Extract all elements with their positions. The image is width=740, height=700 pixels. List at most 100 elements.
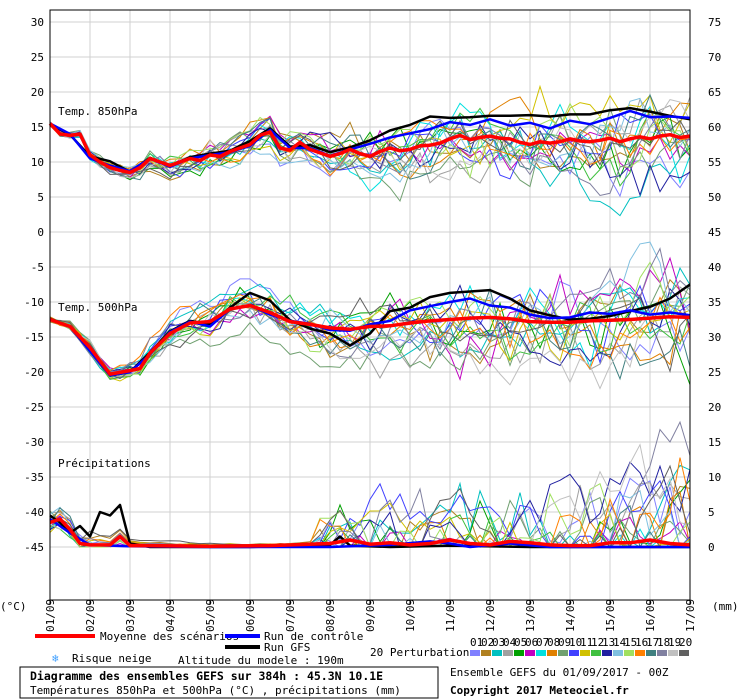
perturbation-number: 07 xyxy=(536,636,549,649)
perturbation-swatch xyxy=(525,650,535,656)
left-tick-label: -10 xyxy=(24,296,44,309)
perturbation-swatch xyxy=(591,650,601,656)
legend-control-label: Run de contrôle xyxy=(264,630,363,643)
perturbation-number: 01 xyxy=(470,636,483,649)
right-tick-label: 65 xyxy=(708,86,721,99)
x-tick-label: 05/09 xyxy=(204,599,217,632)
right-tick-label: 30 xyxy=(708,331,721,344)
perturbation-swatch xyxy=(613,650,623,656)
t850-perturbation-18 xyxy=(49,110,691,197)
right-tick-label: 35 xyxy=(708,296,721,309)
left-tick-label: -20 xyxy=(24,366,44,379)
perturbation-swatches xyxy=(470,650,689,656)
t500-perturbation-18 xyxy=(49,247,691,373)
legend-perturbations-label: 20 Perturbations xyxy=(370,646,476,659)
panel-label-precip: Précipitations xyxy=(58,457,151,470)
right-tick-label: 5 xyxy=(708,506,715,519)
x-tick-label: 13/09 xyxy=(524,599,537,632)
x-tick-label: 17/09 xyxy=(684,599,697,632)
panel-label-t500: Temp. 500hPa xyxy=(58,301,137,314)
perturbation-number: 13 xyxy=(602,636,615,649)
x-tick-label: 14/09 xyxy=(564,599,577,632)
left-tick-label: 25 xyxy=(31,51,44,64)
perturbation-number: 06 xyxy=(525,636,538,649)
footer-subtitle: Températures 850hPa et 500hPa (°C) , pré… xyxy=(30,684,401,697)
perturbation-swatch xyxy=(514,650,524,656)
right-tick-label: 40 xyxy=(708,261,721,274)
right-tick-label: 15 xyxy=(708,436,721,449)
perturbation-number: 11 xyxy=(580,636,593,649)
t500-perturbation-16 xyxy=(49,294,691,372)
perturbation-swatch xyxy=(569,650,579,656)
left-tick-label: -15 xyxy=(24,331,44,344)
x-tick-label: 07/09 xyxy=(284,599,297,632)
t500-mean-line xyxy=(49,303,691,376)
perturbation-number: 18 xyxy=(657,636,670,649)
perturbation-swatch xyxy=(547,650,557,656)
panel-label-t850: Temp. 850hPa xyxy=(58,105,137,118)
perturbation-swatch xyxy=(624,650,634,656)
left-unit-label: (°C) xyxy=(0,600,27,613)
x-tick-label: 06/09 xyxy=(244,599,257,632)
right-tick-label: 25 xyxy=(708,366,721,379)
perturbation-number: 15 xyxy=(624,636,637,649)
perturbation-swatch xyxy=(580,650,590,656)
footer-copyright: Copyright 2017 Meteociel.fr xyxy=(450,684,629,697)
t850-perturbation-19 xyxy=(49,99,691,181)
left-tick-label: 5 xyxy=(37,191,44,204)
left-tick-label: 30 xyxy=(31,16,44,29)
left-tick-label: -25 xyxy=(24,401,44,414)
left-tick-label: 10 xyxy=(31,156,44,169)
right-tick-label: 70 xyxy=(708,51,721,64)
perturbation-swatch xyxy=(679,650,689,656)
x-tick-label: 04/09 xyxy=(164,599,177,632)
perturbation-swatch xyxy=(536,650,546,656)
right-tick-label: 45 xyxy=(708,226,721,239)
left-tick-label: -35 xyxy=(24,471,44,484)
perturbation-number: 20 xyxy=(679,636,692,649)
legend-mean-label: Moyenne des scénarios xyxy=(100,630,239,643)
x-tick-label: 12/09 xyxy=(484,599,497,632)
left-tick-label: 20 xyxy=(31,86,44,99)
legend-gfs-label: Run GFS xyxy=(264,641,310,654)
x-tick-label: 09/09 xyxy=(364,599,377,632)
left-tick-label: -30 xyxy=(24,436,44,449)
x-tick-label: 10/09 xyxy=(404,599,417,632)
legend: Moyenne des scénarios Run de contrôle Ru… xyxy=(35,630,692,667)
perturbation-number: 09 xyxy=(558,636,571,649)
perturbation-swatch xyxy=(558,650,568,656)
perturbation-number: 02 xyxy=(481,636,494,649)
right-tick-label: 50 xyxy=(708,191,721,204)
perturbation-swatch xyxy=(503,650,513,656)
perturbation-swatch xyxy=(646,650,656,656)
x-tick-label: 08/09 xyxy=(324,599,337,632)
left-tick-label: -45 xyxy=(24,541,44,554)
t850-perturbation-4 xyxy=(49,96,691,184)
x-tick-label: 03/09 xyxy=(124,599,137,632)
plot-frame xyxy=(49,9,691,601)
perturbation-number: 16 xyxy=(635,636,648,649)
right-tick-label: 20 xyxy=(708,401,721,414)
footer-run-info: Ensemble GEFS du 01/09/2017 - 00Z xyxy=(450,666,669,679)
perturbation-swatch xyxy=(492,650,502,656)
perturbation-swatch xyxy=(668,650,678,656)
x-tick-label: 15/09 xyxy=(604,599,617,632)
right-tick-label: 75 xyxy=(708,16,721,29)
chart-grid xyxy=(49,10,691,600)
footer-title-box xyxy=(19,666,439,699)
perturbation-swatch xyxy=(602,650,612,656)
t500-perturbation-20 xyxy=(49,296,691,380)
right-tick-label: 10 xyxy=(708,471,721,484)
left-tick-label: -5 xyxy=(31,261,44,274)
main-series xyxy=(48,106,691,549)
footer-title: Diagramme des ensembles GEFS sur 384h : … xyxy=(30,669,383,683)
right-tick-label: 0 xyxy=(708,541,715,554)
x-tick-label: 16/09 xyxy=(644,599,657,632)
legend-altitude: Altitude du modele : 190m xyxy=(178,654,344,667)
t500-perturbation-4 xyxy=(49,285,691,380)
perturbation-number: 19 xyxy=(668,636,681,649)
right-tick-label: 55 xyxy=(708,156,721,169)
